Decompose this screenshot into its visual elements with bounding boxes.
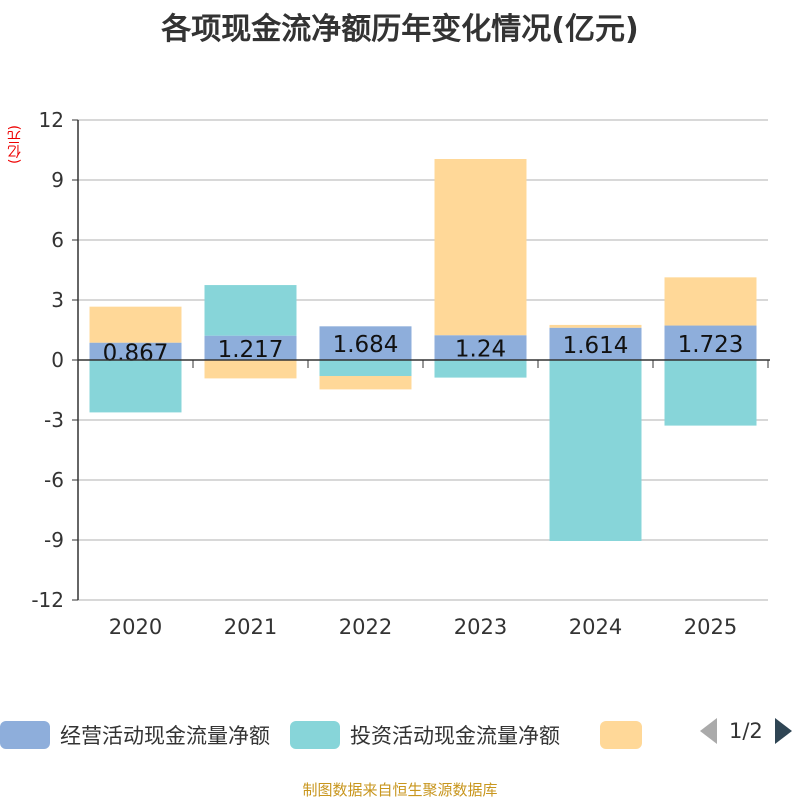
legend-next-icon[interactable] [774,718,792,744]
bar-investing [319,360,412,376]
data-label: 1.614 [563,333,629,359]
footer-source: 制图数据来自恒生聚源数据库 [302,781,498,799]
legend-item-operating[interactable]: 经营活动现金流量净额 [0,720,270,750]
x-tick-label: 2023 [454,615,507,639]
data-label: 0.867 [103,340,169,366]
bar-financing [664,277,757,326]
legend-swatch-financing [600,721,642,749]
legend-label-operating: 经营活动现金流量净额 [60,724,270,748]
y-tick-label: -3 [44,408,64,432]
bar-financing [319,376,412,390]
bar-operating [549,327,642,360]
bar-investing [89,360,182,413]
bar-investing [434,360,527,378]
legend-pager: 1/2 [700,718,792,744]
y-tick-label: -12 [31,588,64,612]
y-tick-label: 12 [39,108,64,132]
data-label: 1.723 [678,332,744,358]
y-tick-label: -6 [44,468,64,492]
chart-title: 各项现金流净额历年变化情况(亿元) [161,12,639,47]
bar-operating [434,335,527,360]
bar-financing [549,324,642,328]
chart-svg: 12 9 6 3 0 -3 -6 -9 -12 0.867 2020 1.217 2021 1.684 20… [31,108,770,639]
y-tick-label: 9 [51,168,64,192]
bar-investing [549,360,642,541]
x-tick-label: 2025 [684,615,737,639]
y-tick-label: -9 [44,528,64,552]
legend-swatch-investing [290,721,340,749]
bar-investing [204,285,297,336]
bar-operating [664,325,757,360]
bar-operating [319,326,412,360]
bar-investing [664,360,757,426]
x-tick-label: 2024 [569,615,622,639]
bar-financing [204,360,297,379]
x-tick-label: 2020 [109,615,162,639]
bar-operating [89,342,182,360]
legend-prev-icon[interactable] [700,718,717,744]
legend: 经营活动现金流量净额 投资活动现金流量净额 [0,718,672,752]
legend-item-investing[interactable]: 投资活动现金流量净额 [290,720,560,750]
legend-item-financing[interactable] [580,721,652,749]
x-tick-label: 2022 [339,615,392,639]
y-tick-label: 0 [51,348,64,372]
y-tick-label: 3 [51,288,64,312]
bar-financing [434,159,527,336]
legend-swatch-operating [0,721,50,749]
bar-financing [89,306,182,343]
bar-operating [204,335,297,360]
y-tick-label: 6 [51,228,64,252]
data-label: 1.24 [455,337,506,363]
legend-page-indicator: 1/2 [729,719,763,743]
data-label: 1.217 [218,337,284,363]
x-tick-label: 2021 [224,615,277,639]
legend-label-investing: 投资活动现金流量净额 [350,724,560,748]
data-label: 1.684 [333,332,399,358]
